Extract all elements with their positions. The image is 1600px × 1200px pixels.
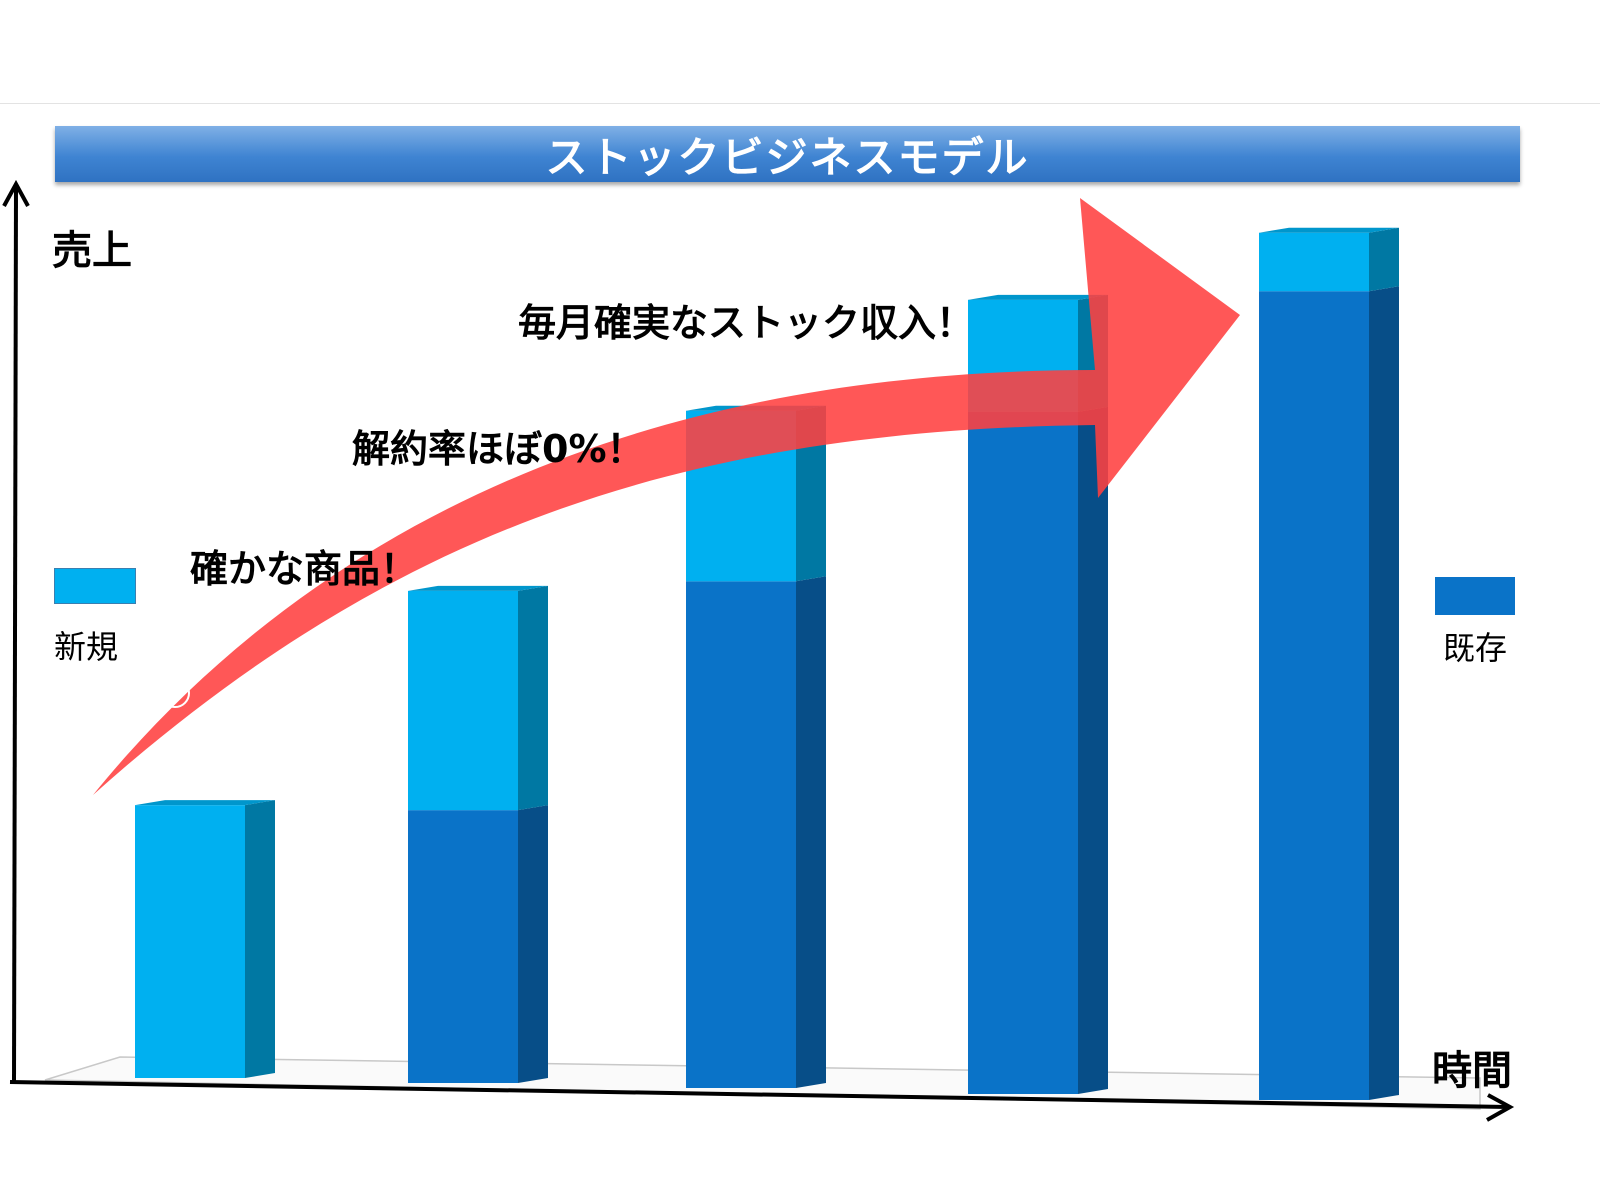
bar-2-existing-side xyxy=(518,805,548,1083)
bar-3-new-side xyxy=(796,405,826,582)
cursor-marker xyxy=(160,678,190,708)
legend-swatch-new xyxy=(54,568,136,604)
bars-group xyxy=(135,227,1399,1100)
annotation-quality-product: 確かな商品！ xyxy=(190,547,419,591)
bar-1-top xyxy=(135,800,275,806)
growth-arrow xyxy=(93,198,1240,795)
bar-5-existing xyxy=(1259,286,1399,1100)
bar-2-new-side xyxy=(518,585,548,811)
x-axis-arrowhead xyxy=(1486,1093,1515,1122)
y-axis-line xyxy=(12,187,18,1083)
bar-5-new xyxy=(1259,227,1399,292)
bar-5-new-front xyxy=(1259,232,1369,292)
bar-1-new xyxy=(135,800,275,1078)
bar-1-new-side xyxy=(245,800,275,1078)
annotation-cancellation-rate: 解約率ほぼ0%！ xyxy=(352,427,645,471)
bar-5-existing-front xyxy=(1259,291,1369,1100)
bar-5-top xyxy=(1259,227,1399,233)
y-axis-label: 売上 xyxy=(52,228,132,274)
annotation-stock-income: 毎月確実なストック収入！ xyxy=(518,301,975,345)
bar-2-new-front xyxy=(408,590,518,811)
bar-2-existing-front xyxy=(408,810,518,1083)
bar-4-existing-front xyxy=(968,411,1078,1094)
y-axis-arrowhead xyxy=(2,179,30,207)
x-axis-line xyxy=(9,1080,1509,1109)
bar-2-top xyxy=(408,585,548,591)
bar-4-existing xyxy=(968,406,1108,1094)
x-axis-label: 時間 xyxy=(1432,1048,1512,1094)
top-divider xyxy=(0,103,1600,104)
chart-title-bar: ストックビジネスモデル xyxy=(55,126,1520,182)
bar-4-existing-side xyxy=(1078,406,1108,1094)
legend-label-new: 新規 xyxy=(54,628,119,666)
bar-3-existing xyxy=(686,576,826,1088)
legend-label-existing: 既存 xyxy=(1443,629,1508,667)
bar-3-existing-front xyxy=(686,581,796,1088)
chart-title: ストックビジネスモデル xyxy=(545,132,1030,182)
bar-4-top xyxy=(968,294,1108,300)
bar-5-new-side xyxy=(1369,227,1399,292)
bar-5-existing-side xyxy=(1369,286,1399,1100)
legend-swatch-existing xyxy=(1435,577,1515,615)
bar-1-new-front xyxy=(135,805,245,1078)
bar-2-existing xyxy=(408,805,548,1083)
bar-3-existing-side xyxy=(796,576,826,1088)
bar-2-new xyxy=(408,585,548,811)
